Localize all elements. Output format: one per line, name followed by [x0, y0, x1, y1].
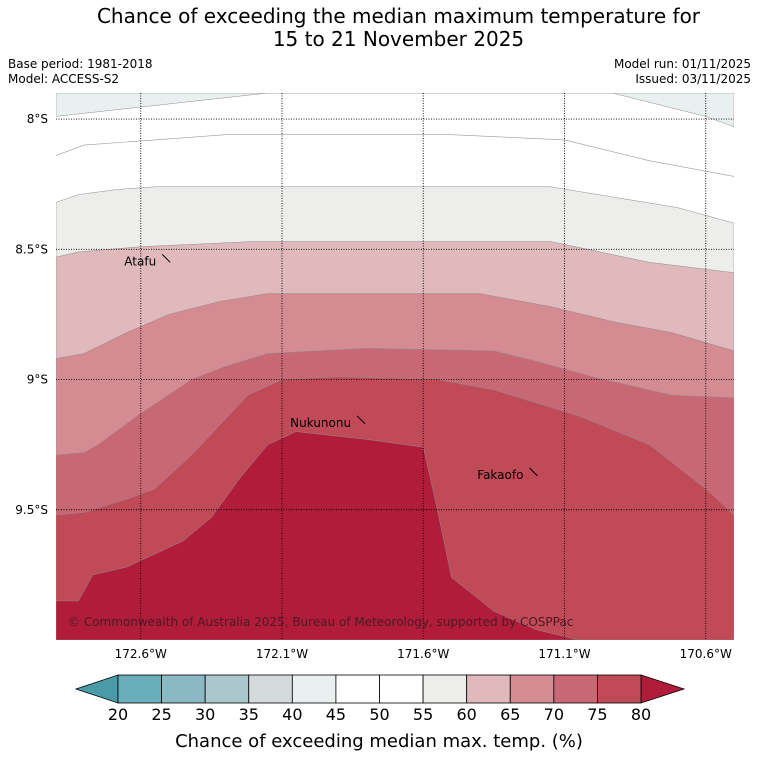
island-atafu-outline: [161, 253, 171, 263]
colorbar-tick-label: 20: [108, 705, 128, 724]
island-nukunonu-outline: [356, 415, 366, 425]
map-title-line1: Chance of exceeding the median maximum t…: [96, 4, 701, 28]
contour-line: [56, 134, 734, 177]
colorbar-tick-label: 30: [195, 705, 215, 724]
contour-band-40-45: [56, 93, 734, 128]
colorbar-segment: [509, 674, 555, 704]
colorbar-tick-label: 65: [500, 705, 520, 724]
latitude-label: 9.5°S: [15, 503, 48, 517]
colorbar-segment: [422, 674, 468, 704]
map-area[interactable]: Atafu Nukunonu Fakaofo © Commonwealth of A…: [56, 93, 734, 640]
contour-band-over-80: [56, 431, 579, 640]
latitude-label: 8°S: [27, 112, 48, 126]
colorbar-tick-label: 35: [239, 705, 259, 724]
map-title: Chance of exceeding the median maximum t…: [0, 5, 758, 51]
longitude-label: 170.6°W: [680, 647, 732, 661]
colorbar-segment: [161, 674, 206, 704]
longitude-label: 172.6°W: [115, 647, 167, 661]
model-run-label: Model run: 01/11/2025: [613, 57, 751, 71]
longitude-label: 171.6°W: [397, 647, 449, 661]
colorbar-tick-label: 55: [413, 705, 433, 724]
island-fakaofo-outline: [529, 467, 538, 477]
meta-left: Base period: 1981-2018 Model: ACCESS-S2: [8, 57, 153, 87]
longitude-labels: 172.6°W 172.1°W 171.6°W 171.1°W 170.6°W: [115, 647, 732, 661]
colorbar-tick-label: 80: [631, 705, 651, 724]
colorbar-tick-label: 25: [151, 705, 171, 724]
colorbar-tick-label: 60: [456, 705, 476, 724]
latitude-labels: 8°S 8.5°S 9°S 9.5°S: [15, 112, 48, 517]
colorbar-segment: [117, 674, 162, 704]
colorbar: 20 25 30 35 40 45 50 55 60 65 70 75 80: [74, 674, 686, 724]
graticule: [56, 93, 734, 640]
colorbar-segment: [597, 674, 642, 704]
colorbar-tick-label: 75: [587, 705, 607, 724]
colorbar-segment: [291, 674, 337, 704]
colorbar-over-arrow: [640, 674, 686, 704]
base-period-label: Base period: 1981-2018: [8, 57, 153, 71]
contour-lines: [56, 134, 734, 177]
colorbar-tick-label: 50: [369, 705, 389, 724]
colorbar-segment: [335, 674, 380, 704]
colorbar-segment: [204, 674, 250, 704]
colorbar-segment: [379, 674, 424, 704]
colorbar-segment: [553, 674, 598, 704]
meta-right: Model run: 01/11/2025 Issued: 03/11/2025: [614, 57, 751, 87]
colorbar-tick-label: 40: [282, 705, 302, 724]
place-label-atafu: Atafu: [124, 254, 156, 268]
longitude-label: 171.1°W: [538, 647, 590, 661]
issued-label: Issued: 03/11/2025: [635, 72, 751, 86]
copyright-notice: © Commonwealth of Australia 2025, Bureau…: [68, 615, 573, 629]
longitude-label: 172.1°W: [256, 647, 308, 661]
place-label-nukunonu: Nukunonu: [290, 416, 351, 430]
latitude-label: 8.5°S: [15, 242, 48, 256]
latitude-label: 9°S: [27, 373, 48, 387]
colorbar-tick-label: 70: [544, 705, 564, 724]
colorbar-segment: [466, 674, 511, 704]
model-label: Model: ACCESS-S2: [8, 72, 120, 86]
map-title-line2: 15 to 21 November 2025: [272, 27, 525, 51]
colorbar-under-arrow: [74, 674, 119, 704]
colorbar-title: Chance of exceeding median max. temp. (%…: [175, 731, 583, 752]
colorbar-tick-label: 45: [326, 705, 346, 724]
place-markers: Atafu Nukunonu Fakaofo: [124, 253, 538, 482]
place-label-fakaofo: Fakaofo: [477, 468, 523, 482]
colorbar-segment: [248, 674, 293, 704]
